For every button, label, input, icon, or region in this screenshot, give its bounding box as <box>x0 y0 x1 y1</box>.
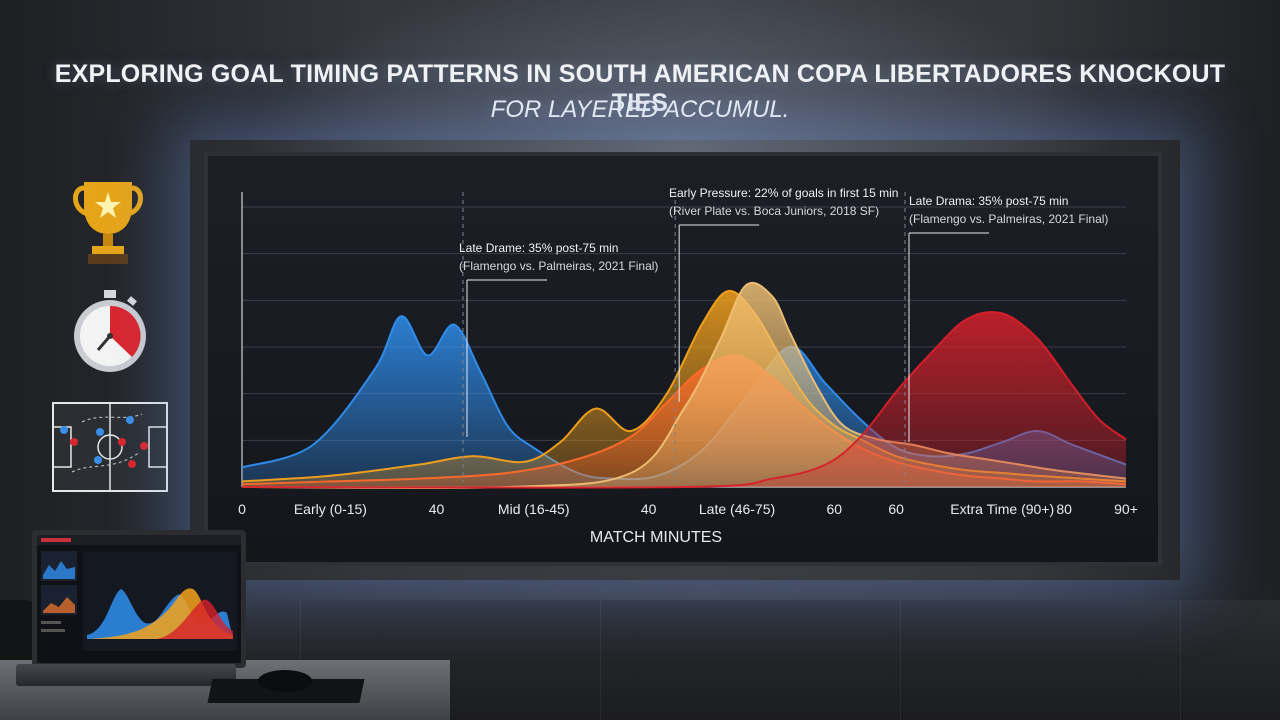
x-axis-title: MATCH MINUTES <box>590 529 722 546</box>
computer-mouse[interactable] <box>258 670 312 692</box>
series-area-1 <box>242 316 1126 487</box>
x-tick-label: 0 <box>238 501 246 517</box>
trophy-icon <box>70 176 146 271</box>
chart-series <box>241 281 1127 490</box>
series-area-4 <box>242 282 1126 489</box>
x-tick-label: 80 <box>1056 501 1072 517</box>
x-tick-label: Late (46-75) <box>699 501 775 517</box>
x-tick-label: 40 <box>429 501 445 517</box>
headline-subtitle: FOR LAYERED ACCUMUL. <box>490 96 790 123</box>
laptop-keyboard <box>16 664 236 686</box>
annotation-detail: (River Plate vs. Boca Juniors, 2018 SF) <box>669 204 879 218</box>
x-tick-label: 90+ <box>1114 501 1138 517</box>
x-tick-labels: 0 Early (0-15) 40 Mid (16-45) 40 Late (46-75)… <box>238 501 1138 517</box>
annotation-label: Late Drama: 35% post-75 min <box>909 194 1068 208</box>
x-tick-label: Extra Time (90+) <box>950 501 1054 517</box>
x-tick-label: Early (0-15) <box>294 501 367 517</box>
annotation-label: Early Pressure: 22% of goals in first 15… <box>669 186 898 200</box>
goal-timing-chart: Late Drame: 35% post-75 min (Flamengo vs.… <box>238 186 1138 546</box>
laptop-screen <box>32 530 246 668</box>
tactics-board-icon <box>52 402 168 497</box>
annotation-detail: (Flamengo vs. Palmeiras, 2021 Final) <box>909 212 1108 226</box>
x-tick-label: 40 <box>641 501 657 517</box>
x-tick-label: 60 <box>826 501 842 517</box>
headline-title: EXPLORING GOAL TIMING PATTERNS IN SOUTH … <box>54 60 1226 117</box>
x-tick-label: Mid (16-45) <box>498 501 570 517</box>
stopwatch-icon <box>70 288 150 379</box>
x-tick-label: 60 <box>888 501 904 517</box>
series-line-5 <box>241 310 1127 489</box>
annotation-label: Late Drame: 35% post-75 min <box>459 241 618 255</box>
annotation-detail: (Flamengo vs. Palmeiras, 2021 Final) <box>459 259 658 273</box>
chart-annotations: Late Drame: 35% post-75 min (Flamengo vs.… <box>459 186 1108 482</box>
